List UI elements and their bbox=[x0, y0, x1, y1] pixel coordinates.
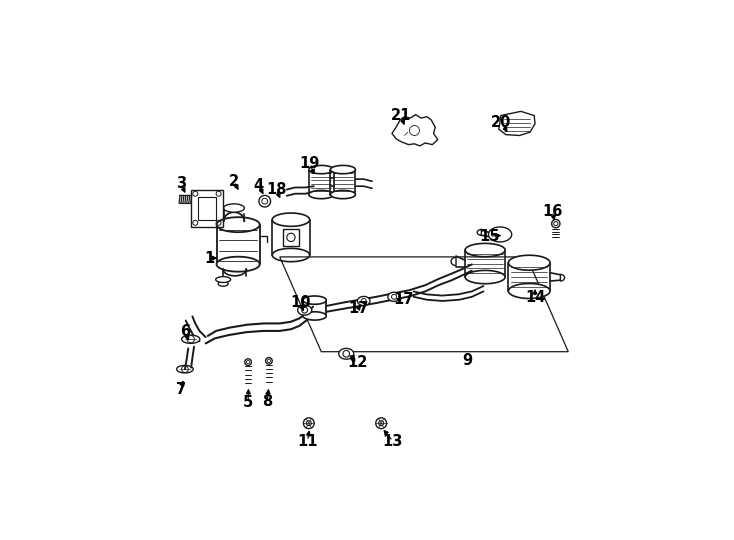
Polygon shape bbox=[330, 165, 355, 174]
Polygon shape bbox=[477, 230, 482, 235]
Text: 13: 13 bbox=[382, 434, 403, 449]
Text: 7: 7 bbox=[175, 382, 186, 396]
Text: 21: 21 bbox=[391, 108, 411, 123]
Text: 15: 15 bbox=[479, 228, 500, 244]
Text: 8: 8 bbox=[262, 394, 272, 409]
Text: 6: 6 bbox=[180, 324, 190, 339]
Polygon shape bbox=[181, 335, 200, 343]
Text: 16: 16 bbox=[542, 204, 563, 219]
Polygon shape bbox=[388, 292, 400, 301]
Text: 17: 17 bbox=[393, 292, 413, 307]
Polygon shape bbox=[272, 248, 310, 262]
Polygon shape bbox=[218, 281, 228, 286]
Text: 1: 1 bbox=[204, 251, 214, 266]
Text: 20: 20 bbox=[491, 114, 511, 130]
Polygon shape bbox=[309, 165, 334, 174]
Polygon shape bbox=[509, 284, 550, 299]
Polygon shape bbox=[224, 204, 244, 212]
Text: 5: 5 bbox=[243, 395, 253, 410]
Text: 9: 9 bbox=[462, 353, 473, 368]
Polygon shape bbox=[357, 296, 370, 306]
Text: 17: 17 bbox=[349, 301, 369, 315]
Text: 10: 10 bbox=[290, 295, 310, 310]
Text: 11: 11 bbox=[297, 434, 318, 449]
Polygon shape bbox=[303, 312, 327, 320]
Polygon shape bbox=[451, 258, 456, 266]
Text: 4: 4 bbox=[254, 178, 264, 193]
Polygon shape bbox=[339, 348, 354, 359]
Polygon shape bbox=[309, 191, 334, 199]
Polygon shape bbox=[297, 305, 312, 315]
Polygon shape bbox=[272, 213, 310, 226]
Polygon shape bbox=[217, 217, 260, 232]
Polygon shape bbox=[488, 227, 512, 242]
Text: 3: 3 bbox=[175, 176, 186, 191]
Polygon shape bbox=[330, 191, 355, 199]
Polygon shape bbox=[217, 256, 260, 272]
Polygon shape bbox=[216, 276, 230, 282]
Text: 19: 19 bbox=[299, 156, 320, 171]
Polygon shape bbox=[177, 366, 193, 373]
Text: 12: 12 bbox=[347, 355, 368, 369]
Polygon shape bbox=[509, 255, 550, 270]
Polygon shape bbox=[465, 271, 505, 284]
Text: 14: 14 bbox=[525, 290, 545, 305]
Polygon shape bbox=[560, 274, 564, 281]
Text: 18: 18 bbox=[266, 182, 287, 197]
Polygon shape bbox=[465, 244, 505, 256]
Text: 2: 2 bbox=[229, 174, 239, 188]
Polygon shape bbox=[303, 296, 327, 305]
